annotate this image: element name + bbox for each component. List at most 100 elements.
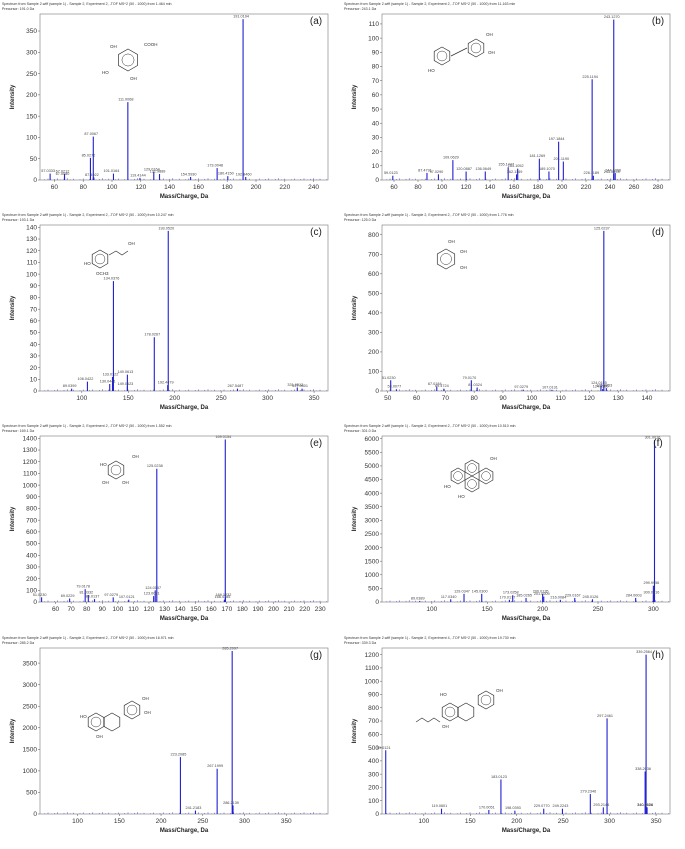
- peak-label: 67.0080: [56, 172, 70, 176]
- y-tick-label: 800: [26, 506, 37, 513]
- x-tick-label: 150: [482, 606, 493, 613]
- peak-label: 136.0649: [475, 167, 491, 171]
- y-tick-label: 700: [368, 718, 379, 725]
- svg-text:OH: OH: [142, 696, 149, 701]
- y-tick-label: 1100: [23, 471, 37, 478]
- plot-frame: [381, 647, 671, 815]
- spectrum-panel-h: Spectrum from Sample 2.wiff (sample 1) -…: [342, 636, 680, 841]
- spectrum-header-a: Spectrum from Sample 2.wiff (sample 1) -…: [2, 2, 172, 11]
- x-tick-label: 200: [169, 395, 180, 402]
- peak-label: 101.0164: [104, 169, 120, 173]
- svg-text:HO: HO: [80, 714, 87, 719]
- x-tick-label: 130: [613, 395, 624, 402]
- peak-label: 87.4022: [85, 173, 99, 177]
- x-tick-label: 140: [642, 395, 653, 402]
- y-tick-label: 80: [372, 64, 380, 71]
- y-tick-label: 500: [368, 745, 379, 752]
- peak-label: 145.0300: [472, 589, 488, 593]
- svg-text:HO: HO: [102, 70, 109, 75]
- baseline-noise: [44, 812, 327, 814]
- y-tick-label: 900: [26, 494, 37, 501]
- x-axis-label: Mass/Charge, Da: [160, 616, 209, 622]
- svg-text:OH: OH: [102, 480, 109, 485]
- x-tick-label: 70: [68, 606, 76, 613]
- y-tick-label: 50: [372, 106, 380, 113]
- y-tick-label: 4500: [365, 477, 380, 484]
- x-tick-label: 70: [442, 395, 450, 402]
- peak-label: 226.1189: [584, 171, 600, 175]
- spectrum-panel-a: Spectrum from Sample 2.wiff (sample 1) -…: [0, 2, 338, 207]
- peak-label: 193.0520: [158, 226, 174, 230]
- peak-label: 155.1447: [498, 163, 514, 167]
- spectrum-header-d: Spectrum from Sample 2.wiff (sample 1) -…: [344, 213, 514, 222]
- peak-label: 299.9956: [643, 581, 659, 585]
- y-tick-label: 3000: [365, 518, 380, 525]
- peak-label: 300.0416: [644, 591, 660, 595]
- spectrum-panel-d: Spectrum from Sample 2.wiff (sample 1) -…: [342, 213, 680, 418]
- x-tick-label: 350: [651, 818, 662, 825]
- peak-label: 201.1190: [554, 157, 570, 161]
- peak-label: 87.4791: [418, 168, 432, 172]
- y-tick-label: 2500: [23, 703, 38, 710]
- y-tick-label: 50: [30, 156, 38, 163]
- y-tick-label: 6000: [365, 436, 380, 443]
- x-tick-label: 200: [251, 184, 262, 191]
- y-tick-label: 300: [26, 564, 37, 571]
- y-tick-label: 100: [368, 35, 379, 42]
- svg-text:HO: HO: [84, 261, 91, 266]
- y-tick-label: 200: [368, 785, 379, 792]
- peak-label: 178.0267: [144, 333, 160, 337]
- spectrum-panel-b: Spectrum from Sample 2.wiff (sample 1) -…: [342, 2, 680, 207]
- x-tick-label: 80: [471, 395, 479, 402]
- x-tick-label: 180: [222, 184, 233, 191]
- spectrum-chart-h: 0 100 200 300 400 500 600 700 800 900 1000 1100 1200…: [352, 647, 671, 834]
- x-tick-label: 250: [197, 818, 208, 825]
- y-tick-label: 40: [372, 120, 380, 127]
- peak-label: 216.0084: [550, 595, 566, 599]
- x-axis-label: Mass/Charge, Da: [502, 616, 551, 622]
- peak-label: 85.0272: [82, 153, 96, 157]
- peak-label: 198.0393: [505, 806, 521, 810]
- y-tick-label: 5500: [365, 450, 380, 457]
- peak-label: 111.0068: [118, 98, 133, 102]
- x-tick-label: 160: [193, 184, 204, 191]
- y-tick-label: 200: [26, 576, 37, 583]
- y-tick-label: 0: [375, 177, 379, 184]
- chemical-structure-icon: OH HO OH COOH: [102, 42, 158, 81]
- x-tick-label: 80: [83, 606, 91, 613]
- x-tick-label: 120: [144, 606, 155, 613]
- y-tick-label: 400: [368, 310, 379, 317]
- x-tick-label: 280: [653, 184, 664, 191]
- y-tick-label: 110: [369, 21, 380, 28]
- svg-text:OH: OH: [488, 50, 495, 55]
- x-tick-label: 100: [418, 818, 429, 825]
- chemical-structure-icon: HO OH OH OH: [80, 696, 151, 739]
- chemical-structure-icon: HO OH HO: [444, 456, 497, 499]
- x-axis-label: Mass/Charge, Da: [160, 194, 209, 200]
- peak-label: 267.1999: [207, 764, 223, 768]
- panel-label: (c): [310, 227, 322, 238]
- peak-label: 340.2628: [637, 803, 653, 807]
- plot-frame: [381, 224, 671, 392]
- y-tick-label: 130: [26, 236, 37, 243]
- x-axis-label: Mass/Charge, Da: [160, 828, 209, 834]
- svg-text:OH: OH: [122, 480, 129, 485]
- panel-label: (a): [310, 16, 322, 27]
- y-tick-label: 80: [30, 295, 38, 302]
- x-tick-label: 100: [437, 184, 448, 191]
- peak-label: 125.0237: [594, 226, 610, 230]
- svg-text:OH: OH: [448, 239, 455, 244]
- peak-label: 245.0126: [583, 595, 599, 599]
- peak-label: 79.0170: [462, 376, 476, 380]
- y-tick-label: 800: [368, 705, 379, 712]
- svg-text:OH: OH: [490, 456, 497, 461]
- y-tick-label: 10: [372, 163, 380, 170]
- x-tick-label: 300: [262, 395, 273, 402]
- y-tick-label: 300: [368, 330, 379, 337]
- header-line-1: Spectrum from Sample 2.wiff (sample 1) -…: [2, 213, 174, 217]
- peak-label: 225.1194: [582, 75, 598, 79]
- y-axis-label: Intensity: [10, 295, 16, 320]
- y-tick-label: 50: [30, 330, 38, 337]
- y-tick-label: 60: [372, 92, 380, 99]
- svg-text:HO: HO: [444, 484, 451, 489]
